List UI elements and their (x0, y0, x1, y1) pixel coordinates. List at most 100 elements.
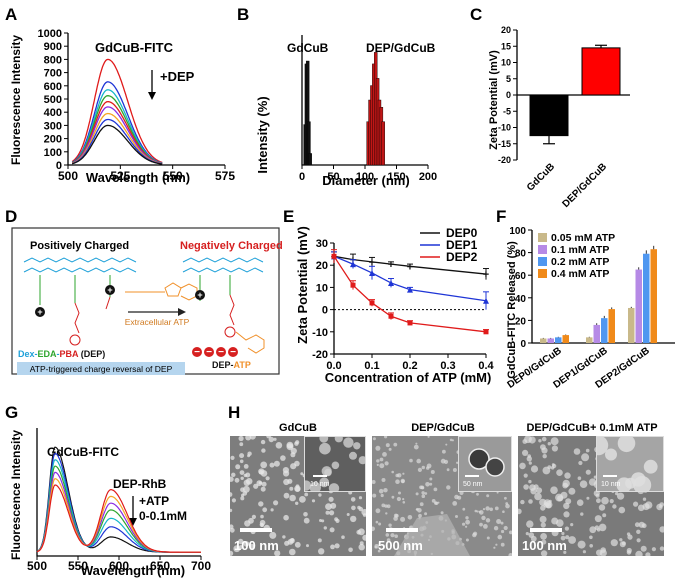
tem-particle (289, 548, 296, 556)
g-spectrum-line (36, 484, 201, 553)
tem-particle (418, 513, 422, 518)
tem-particle (545, 502, 552, 509)
tem-particle (261, 448, 266, 453)
e-point (350, 282, 356, 288)
tem-inset-particles-3 (597, 437, 658, 491)
tem-inset-2: 50 nm (458, 436, 512, 492)
tem-particle (415, 442, 418, 445)
tem-particle (350, 497, 356, 502)
scalebar-3 (530, 528, 562, 532)
tem-particle (245, 472, 251, 478)
inset-scale-label-3: 10 nm (601, 481, 621, 488)
tem-particle (540, 550, 548, 556)
a-spectrum-line (71, 81, 163, 164)
f-legend-label: 0.2 mM ATP (551, 256, 609, 268)
a-spectrum-line (71, 112, 163, 165)
d-atp-bound (235, 331, 265, 354)
a-ylabel: Fluorescence Intensity (9, 35, 23, 165)
b-bar (308, 153, 312, 166)
tem-particle (304, 492, 309, 497)
tem-particle (442, 449, 446, 454)
b-xtick-label: 200 (419, 171, 437, 183)
tem-particle (231, 498, 236, 503)
tem-particle (377, 549, 381, 553)
tem-particle (440, 511, 444, 515)
e-ytick-label: 30 (316, 238, 328, 250)
b-bar (381, 121, 385, 166)
d-dep: (DEP) (78, 349, 105, 359)
tem-particle (393, 516, 398, 521)
tem-particle (519, 462, 526, 470)
tem-particle (269, 531, 277, 539)
f-legend-swatch (538, 269, 547, 278)
c-bar (529, 94, 569, 137)
e-xtick-label: 0.1 (364, 360, 379, 372)
tem-particle (243, 541, 250, 547)
tem-particle (284, 540, 290, 546)
c-ytick-label: 10 (501, 58, 511, 68)
tem-particle (568, 487, 576, 495)
tem-particle (402, 472, 405, 475)
tem-particle (427, 436, 430, 438)
f-legend-swatch (538, 233, 547, 242)
tem-particle (395, 473, 399, 478)
tem-particle (560, 535, 566, 541)
d-negative-charges: − − − − + (192, 290, 238, 358)
tem-particle (497, 534, 503, 540)
tem-particle (520, 499, 525, 505)
g-label-rhb: DEP-RhB (113, 477, 167, 491)
svg-text:−: − (230, 347, 236, 358)
tem-particle (579, 480, 588, 488)
tem-particle (375, 520, 379, 524)
e-legend-label: DEP1 (446, 238, 478, 252)
c-ytick-label: -10 (498, 123, 511, 133)
tem-particle (468, 448, 490, 470)
tem-particle (651, 547, 656, 552)
b-label-dep-gdcub: DEP/GdCuB (366, 41, 436, 55)
a-xtick-label: 500 (58, 169, 78, 183)
tem-particle (594, 515, 602, 523)
tem-particle (582, 550, 586, 554)
tem-particle (493, 526, 499, 531)
tem-particle (576, 499, 584, 506)
scalebar-1 (240, 528, 272, 532)
tem-particle (243, 485, 250, 493)
tem-particle (283, 470, 290, 477)
c-ytick-label: -15 (498, 139, 511, 149)
tem-particle (530, 488, 537, 495)
tem-particle (440, 458, 446, 464)
g-spectrum-line (36, 446, 201, 553)
tem-particle (258, 501, 264, 507)
tem-particle (481, 515, 486, 521)
g-xtick-label: 700 (191, 559, 211, 573)
tem-particle (596, 528, 601, 532)
d-linkers-left (39, 275, 111, 305)
tem-particle (523, 473, 528, 478)
tem-particle (605, 448, 617, 461)
c-category-label: GdCuB (525, 161, 557, 193)
tem-particle (390, 533, 395, 538)
tem-image-dep-gdcub: 50 nm 500 nm (372, 436, 512, 556)
g-arrowhead (129, 518, 137, 526)
tem-particle (433, 487, 438, 492)
a-ytick-label: 100 (44, 147, 62, 159)
a-spectrum-line (72, 118, 163, 165)
tem-image-gdcub: 10 nm 100 nm (230, 436, 366, 556)
a-ytick-label: 1000 (38, 28, 62, 40)
tem-particle (318, 493, 322, 497)
a-xtick-label: 550 (163, 169, 183, 183)
tem-particle (496, 491, 499, 494)
f-bar (643, 253, 650, 343)
tem-particle (637, 504, 645, 512)
g-xlabel: Wavelength (nm) (81, 563, 185, 578)
d-dash: - (57, 349, 60, 359)
tem-particle (372, 437, 376, 441)
tem-particle (645, 552, 651, 556)
tem-particle (241, 493, 245, 497)
panel-d-scheme: Positively Charged Negatively Charged + … (11, 227, 283, 375)
tem-particle (541, 436, 547, 442)
inset-scalebar-3 (603, 475, 617, 477)
svg-text:−: − (218, 347, 224, 358)
tem-particle (391, 470, 394, 474)
tem-particle (357, 505, 361, 510)
